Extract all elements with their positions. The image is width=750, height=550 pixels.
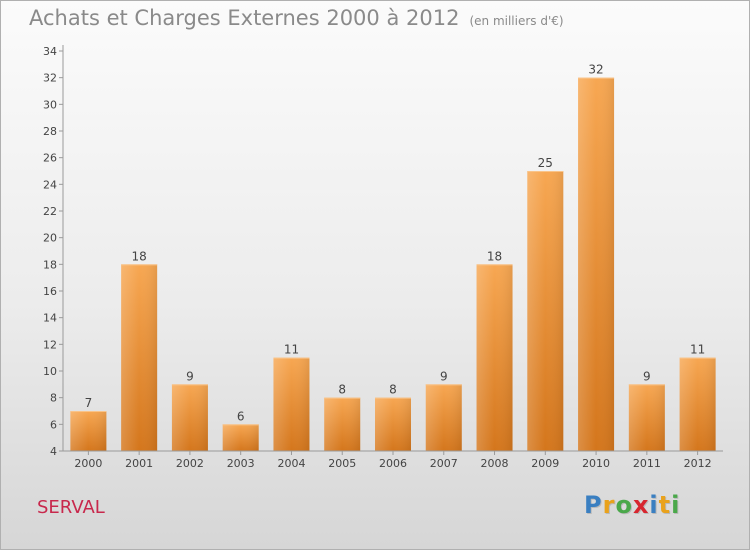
x-tick-label: 2008 xyxy=(481,457,509,470)
x-tick-label: 2005 xyxy=(328,457,356,470)
bar-value-label: 8 xyxy=(389,383,397,397)
bar-value-label: 18 xyxy=(132,249,147,263)
bar-highlight xyxy=(324,397,361,451)
bar-highlight xyxy=(578,77,615,452)
bar-value-label: 8 xyxy=(338,383,346,397)
logo-letter: i xyxy=(671,491,681,519)
y-tick-label: 6 xyxy=(50,418,57,431)
bar-highlight xyxy=(70,411,107,451)
y-tick-label: 14 xyxy=(43,312,57,325)
x-tick-label: 2001 xyxy=(125,457,153,470)
bar-value-label: 32 xyxy=(588,63,603,77)
bar-highlight xyxy=(527,171,564,451)
bars: 7 18 9 6 11 8 8 9 18 25 32 9 11 xyxy=(70,63,716,452)
logo-letter: t xyxy=(658,491,672,519)
y-tick-label: 8 xyxy=(50,392,57,405)
bar-highlight xyxy=(171,384,208,451)
bar-value-label: 7 xyxy=(85,396,93,410)
x-tick-label: 2003 xyxy=(227,457,255,470)
commune-name: SERVAL xyxy=(37,497,105,518)
bar-highlight xyxy=(679,357,716,451)
chart-unit: (en milliers d'€) xyxy=(469,14,564,28)
x-tick-label: 2009 xyxy=(531,457,559,470)
y-tick-label: 32 xyxy=(43,72,57,85)
x-tick-label: 2000 xyxy=(74,457,102,470)
bar-value-label: 11 xyxy=(690,343,705,357)
bar-highlight xyxy=(273,357,310,451)
x-tick-label: 2011 xyxy=(633,457,661,470)
logo-letter: r xyxy=(602,491,616,519)
y-tick-label: 34 xyxy=(43,45,57,58)
bar-highlight xyxy=(121,264,158,451)
x-tick-label: 2006 xyxy=(379,457,407,470)
proxiti-logo: Proxiti xyxy=(584,491,680,519)
bar-value-label: 9 xyxy=(186,369,194,383)
y-tick-label: 12 xyxy=(43,338,57,351)
logo-letter: x xyxy=(632,491,650,519)
y-tick-label: 28 xyxy=(43,125,57,138)
y-tick-label: 24 xyxy=(43,178,57,191)
chart-title: Achats et Charges Externes 2000 à 2012 (e… xyxy=(29,6,564,30)
x-tick-label: 2007 xyxy=(430,457,458,470)
y-tick-label: 16 xyxy=(43,285,57,298)
x-tick-label: 2002 xyxy=(176,457,204,470)
chart-title-text: Achats et Charges Externes 2000 à 2012 xyxy=(29,6,460,30)
y-tick-label: 20 xyxy=(43,232,57,245)
bar-highlight xyxy=(425,384,462,451)
x-tick-label: 2012 xyxy=(684,457,712,470)
y-tick-label: 18 xyxy=(43,258,57,271)
y-tick-label: 26 xyxy=(43,152,57,165)
y-tick-label: 22 xyxy=(43,205,57,218)
bar-highlight xyxy=(628,384,665,451)
x-axis: 2000 2001 2002 2003 2004 2005 2006 2007 2008 2009… xyxy=(63,450,723,470)
bar-value-label: 11 xyxy=(284,343,299,357)
bar-value-label: 18 xyxy=(487,249,502,263)
bar-highlight xyxy=(222,424,259,451)
bar-highlight xyxy=(375,397,411,451)
y-tick-label: 4 xyxy=(50,445,57,458)
logo-letter: o xyxy=(615,491,633,519)
bar-value-label: 6 xyxy=(237,409,245,423)
logo-letter: P xyxy=(584,491,603,519)
y-tick-label: 10 xyxy=(43,365,57,378)
bar-highlight xyxy=(476,264,513,451)
logo-letter: i xyxy=(649,491,659,519)
y-axis: 4 6 8 10 12 14 16 18 20 22 24 26 28 30 32 34 xyxy=(43,45,64,458)
x-tick-label: 2004 xyxy=(277,457,305,470)
bar-value-label: 9 xyxy=(643,369,651,383)
bar-value-label: 25 xyxy=(538,156,553,170)
x-tick-label: 2010 xyxy=(582,457,610,470)
y-tick-label: 30 xyxy=(43,98,57,111)
bar-value-label: 9 xyxy=(440,369,448,383)
